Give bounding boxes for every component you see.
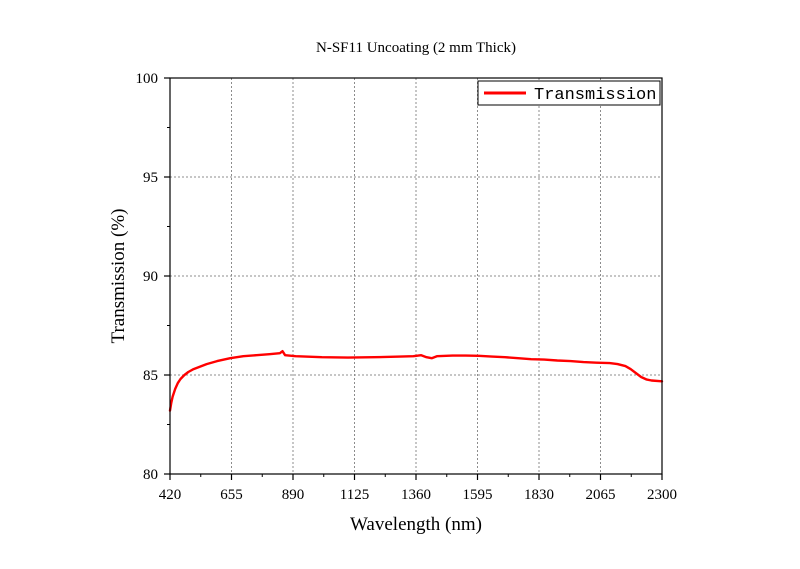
x-tick-label: 1595 xyxy=(463,487,493,503)
x-tick-label: 2065 xyxy=(586,487,616,503)
y-tick-label: 100 xyxy=(136,71,159,87)
x-tick-label: 420 xyxy=(159,487,182,503)
grid xyxy=(170,78,662,474)
legend: Transmission xyxy=(477,80,661,106)
x-tick-label: 2300 xyxy=(647,487,677,503)
legend-label: Transmission xyxy=(534,86,656,105)
y-tick-label: 95 xyxy=(143,170,158,186)
x-tick-label: 1125 xyxy=(340,487,369,503)
x-tick-label: 1360 xyxy=(401,487,431,503)
x-tick-label: 890 xyxy=(282,487,305,503)
chart-title: N-SF11 Uncoating (2 mm Thick) xyxy=(316,40,516,56)
y-axis-label: Transmission (%) xyxy=(108,209,129,344)
transmission-line xyxy=(168,350,664,412)
x-axis-ticks: 420 655 890 1125 1360 1595 1830 2065 2300 xyxy=(159,474,677,503)
y-tick-label: 80 xyxy=(143,467,158,483)
x-tick-label: 655 xyxy=(220,487,243,503)
x-tick-label: 1830 xyxy=(524,487,554,503)
y-tick-label: 85 xyxy=(143,368,158,384)
y-tick-label: 90 xyxy=(143,269,158,285)
x-axis-label: Wavelength (nm) xyxy=(350,514,482,535)
y-axis-ticks: 80 85 90 95 100 xyxy=(136,71,170,483)
